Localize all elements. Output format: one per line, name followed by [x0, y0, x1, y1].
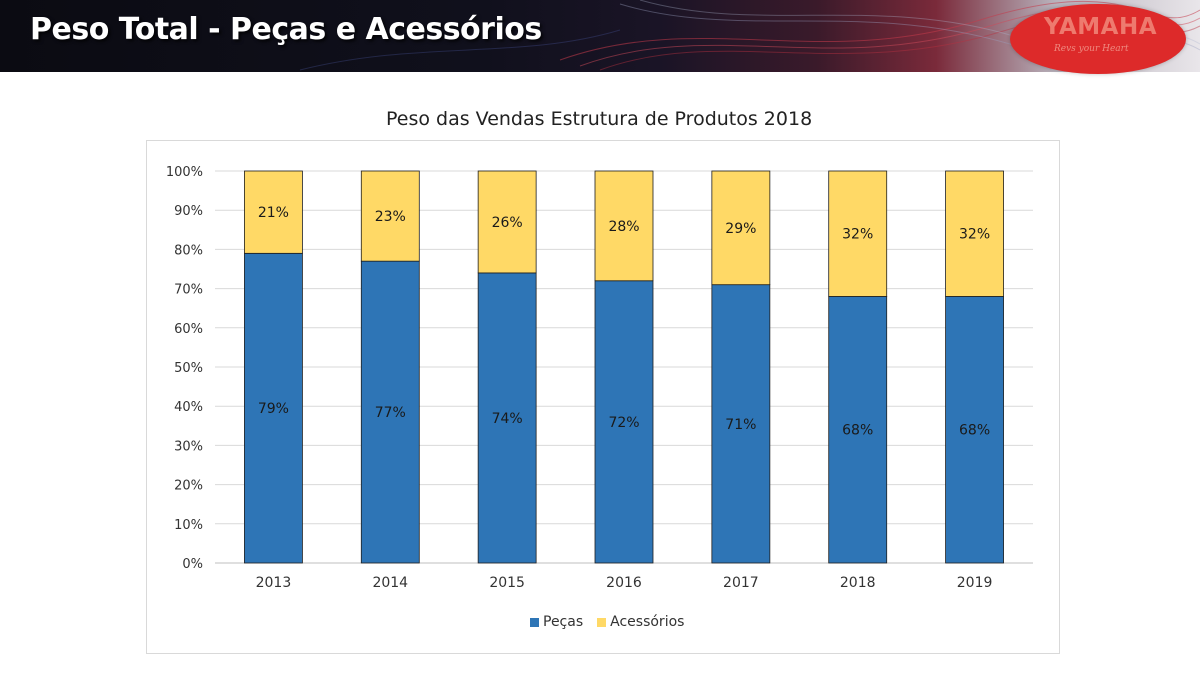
data-label: 68% [959, 423, 990, 439]
y-tick-label: 0% [182, 557, 203, 572]
y-tick-label: 40% [174, 400, 203, 415]
bar-acessorios-2014 [360, 170, 420, 262]
legend-swatch-pecas [530, 617, 539, 627]
y-tick-label: 10% [174, 518, 203, 533]
chart-title: Peso das Vendas Estrutura de Produtos 20… [386, 108, 813, 130]
bar-acessorios-2018 [828, 170, 888, 297]
data-label: 77% [375, 405, 406, 421]
bar-pecas-2016 [594, 280, 654, 564]
data-label: 68% [842, 423, 873, 439]
data-label: 23% [375, 209, 406, 225]
data-label: 71% [725, 417, 756, 433]
bar-pecas-2013 [244, 252, 303, 564]
bar-pecas-2018 [828, 296, 888, 564]
slide-title: Peso Total - Peças e Acessórios [30, 12, 542, 47]
bar-acessorios-2013 [244, 170, 303, 254]
x-tick-label: 2013 [256, 575, 292, 591]
bar-acessorios-2019 [945, 170, 1004, 297]
legend-swatch-acessorios [597, 617, 607, 627]
x-tick-label: 2015 [489, 575, 525, 591]
bar-pecas-2015 [477, 272, 537, 564]
y-tick-label: 60% [174, 322, 203, 337]
y-tick-label: 50% [174, 361, 203, 376]
y-tick-label: 30% [174, 439, 203, 454]
y-tick-label: 70% [174, 283, 203, 298]
x-tick-label: 2016 [606, 575, 642, 591]
legend-item-acessorios: Acessórios [597, 614, 684, 630]
bar-pecas-2017 [711, 284, 771, 564]
yamaha-logo: YAMAHA Revs your Heart [1010, 4, 1186, 74]
logo-tagline: Revs your Heart [1054, 44, 1129, 54]
chart-legend: Peças Acessórios [530, 614, 698, 630]
bar-pecas-2019 [945, 296, 1004, 564]
y-tick-label: 90% [174, 204, 203, 219]
y-tick-label: 80% [174, 243, 203, 258]
legend-label-acessorios: Acessórios [610, 614, 685, 630]
data-label: 21% [258, 205, 289, 221]
x-tick-label: 2017 [723, 575, 759, 591]
bar-pecas-2014 [360, 260, 420, 564]
data-label: 79% [258, 401, 289, 417]
data-label: 26% [492, 215, 523, 231]
header-banner: Peso Total - Peças e Acessórios [0, 0, 1200, 72]
x-tick-label: 2019 [957, 575, 993, 591]
data-label: 32% [959, 227, 990, 243]
data-label: 32% [842, 227, 873, 243]
data-label: 72% [608, 415, 639, 431]
y-tick-label: 20% [174, 479, 203, 494]
legend-item-pecas: Peças [530, 614, 583, 630]
y-tick-label: 100% [166, 165, 203, 180]
bar-acessorios-2015 [477, 170, 537, 274]
legend-label-pecas: Peças [543, 614, 584, 630]
logo-brand: YAMAHA [1044, 14, 1157, 40]
data-label: 74% [492, 411, 523, 427]
data-label: 29% [725, 221, 756, 237]
bar-acessorios-2017 [711, 170, 771, 286]
x-tick-label: 2014 [372, 575, 408, 591]
bar-acessorios-2016 [594, 170, 654, 282]
x-tick-label: 2018 [840, 575, 876, 591]
data-label: 28% [608, 219, 639, 235]
